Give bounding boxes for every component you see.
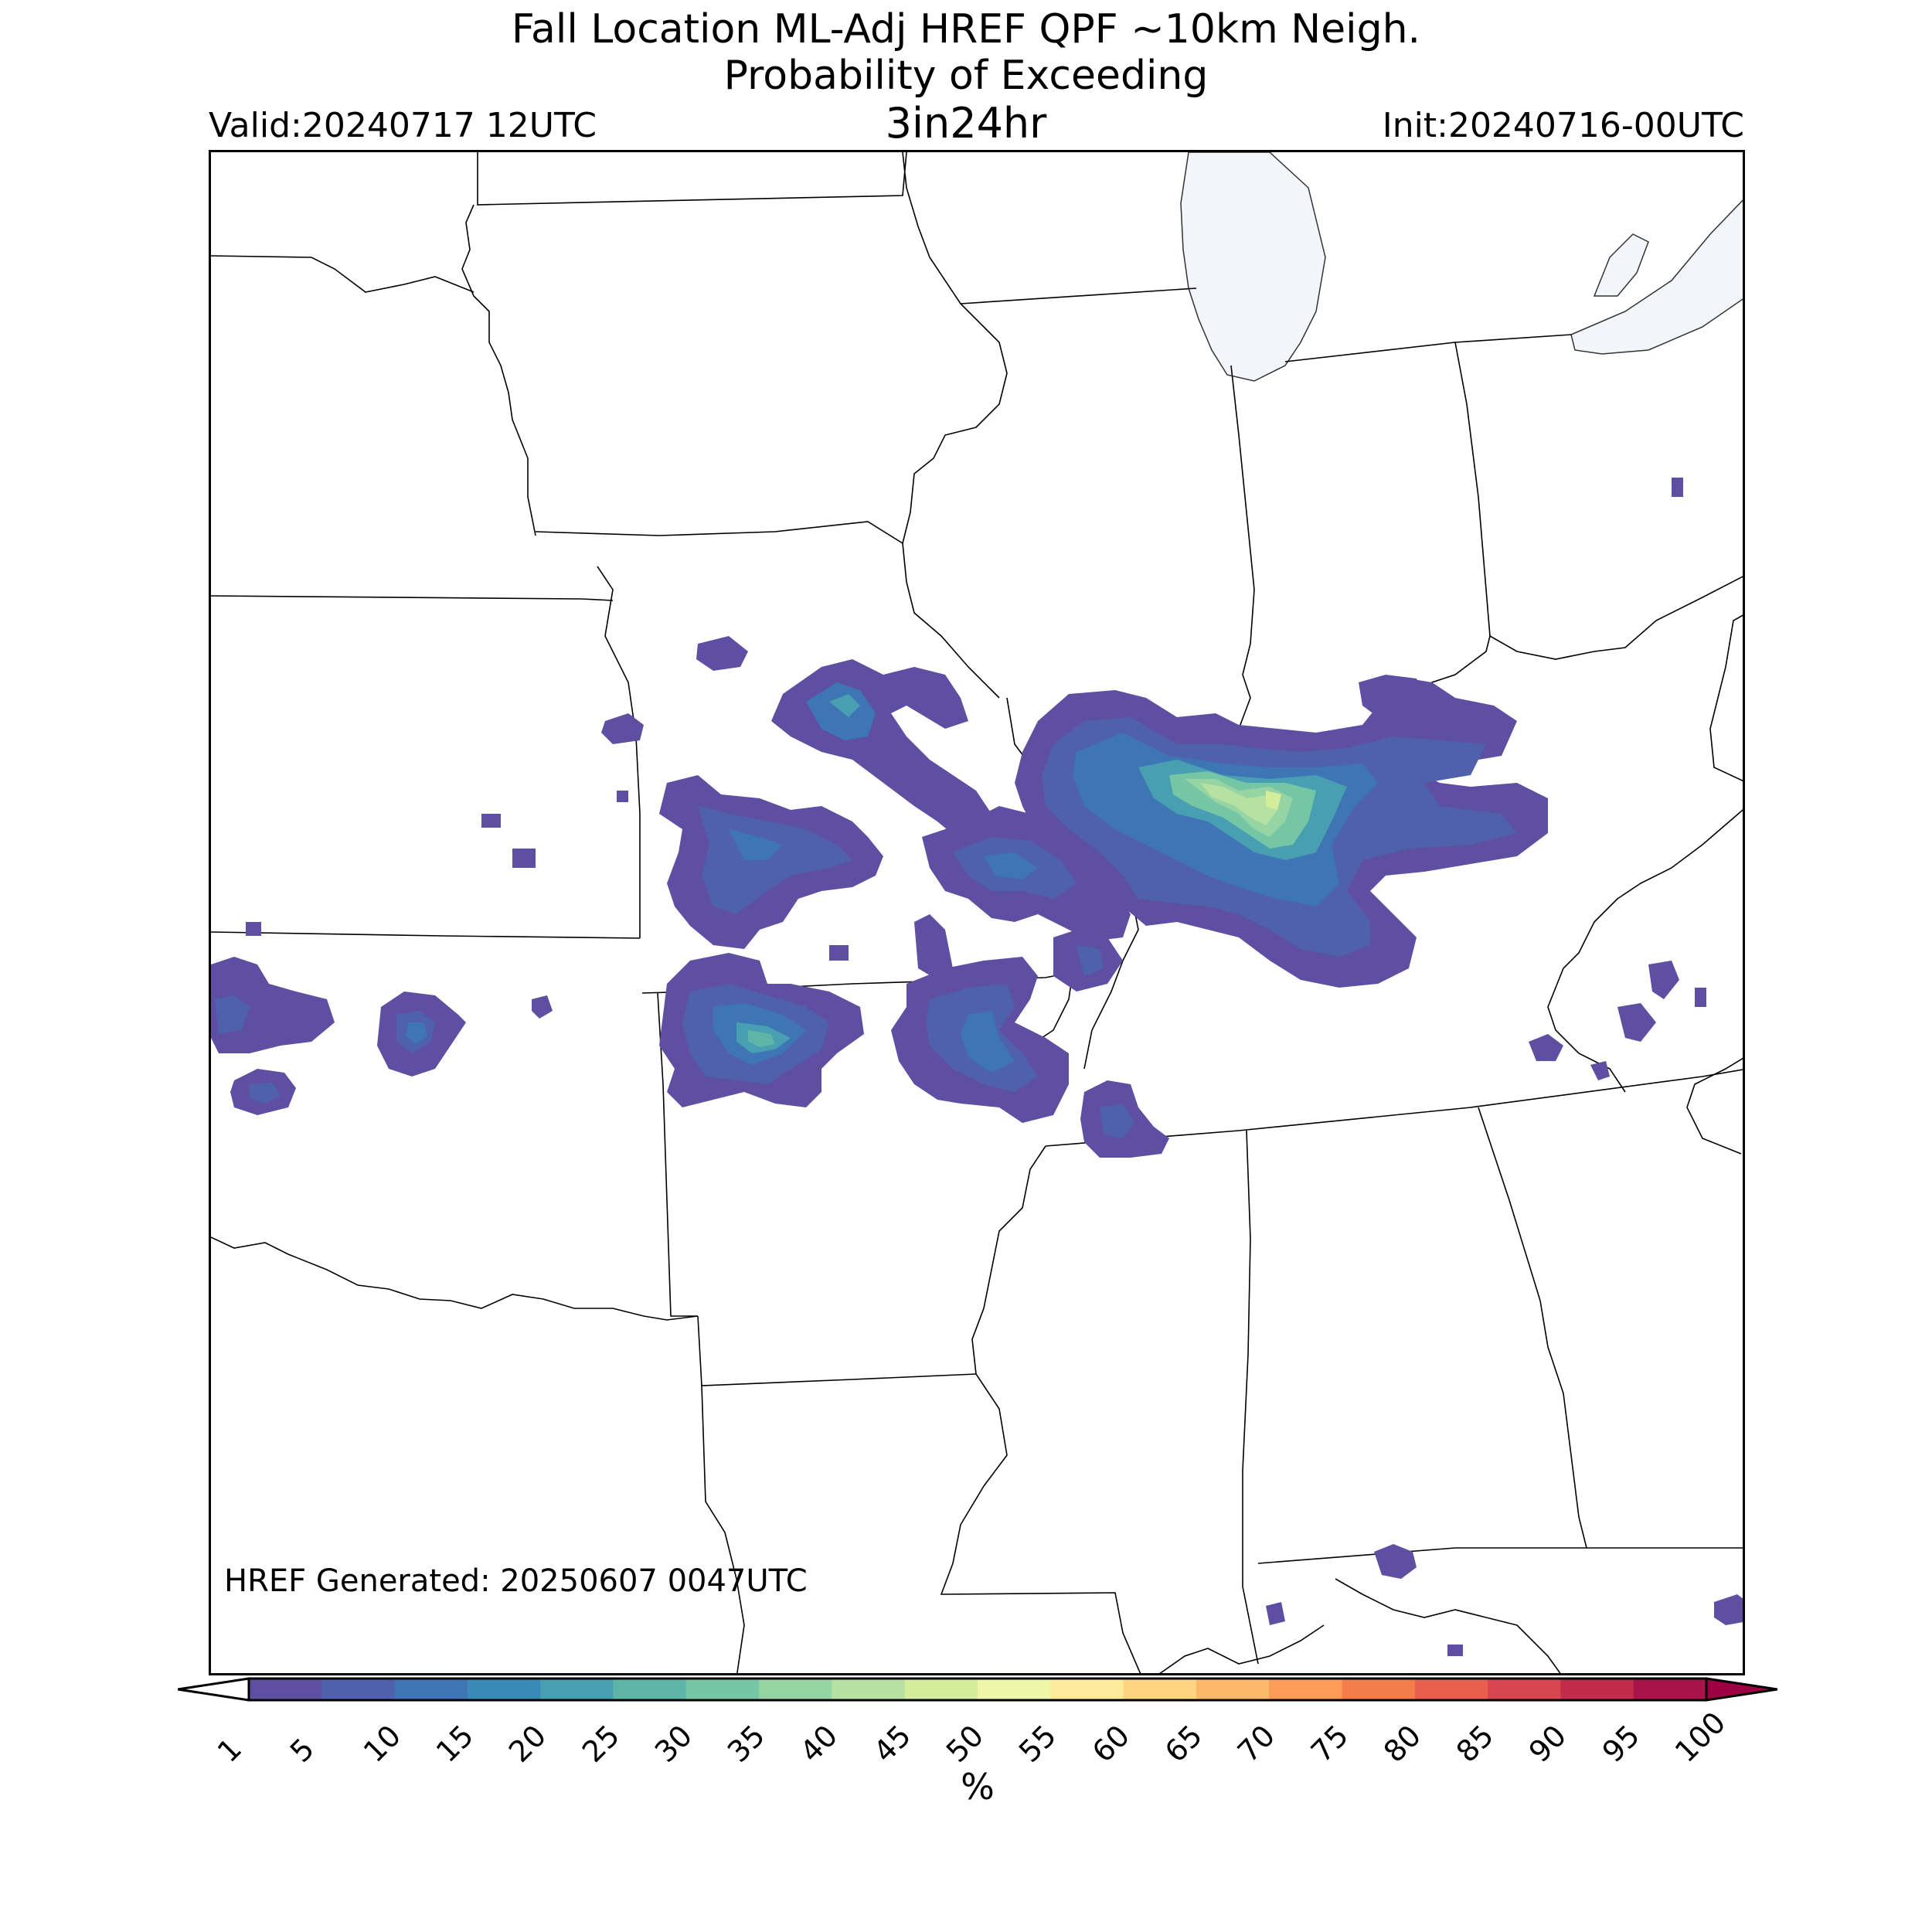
colorbar-tick-label: 5 xyxy=(284,1731,321,1769)
colorbar-tick-label: 80 xyxy=(1376,1718,1427,1769)
colorbar-segment xyxy=(1633,1679,1707,1700)
colorbar-segment xyxy=(904,1679,978,1700)
colorbar-tick-label: 60 xyxy=(1085,1718,1136,1769)
colorbar-under-arrow xyxy=(177,1677,250,1702)
lakes xyxy=(1180,152,1743,382)
colorbar-segment xyxy=(1123,1679,1197,1700)
colorbar-units-label: % xyxy=(961,1766,995,1808)
colorbar-tick-label: 100 xyxy=(1668,1705,1733,1769)
threshold-label: 3in24hr xyxy=(885,99,1047,148)
colorbar-tick-label: 75 xyxy=(1304,1718,1355,1769)
colorbar-tick-label: 50 xyxy=(939,1718,991,1769)
colorbar-tick-label: 20 xyxy=(502,1718,553,1769)
colorbar-segment xyxy=(613,1679,687,1700)
colorbar-segment xyxy=(1488,1679,1561,1700)
colorbar-segment xyxy=(759,1679,832,1700)
colorbar-segment xyxy=(1196,1679,1270,1700)
colorbar-tick-label: 95 xyxy=(1595,1718,1646,1769)
colorbar-segment xyxy=(1560,1679,1634,1700)
generated-timestamp: HREF Generated: 20250607 0047UTC xyxy=(224,1563,808,1599)
colorbar-outline xyxy=(247,1677,1708,1702)
colorbar-tick-label: 85 xyxy=(1449,1718,1501,1769)
colorbar-tick-label: 10 xyxy=(356,1718,407,1769)
lake-erie xyxy=(1570,199,1743,355)
chart-title: Fall Location ML-Adj HREF QPF ~10km Neig… xyxy=(511,6,1421,53)
colorbar-tick-label: 15 xyxy=(429,1718,481,1769)
colorbar-segment xyxy=(467,1679,541,1700)
colorbar-segment xyxy=(1050,1679,1124,1700)
colorbar-tick-label: 30 xyxy=(648,1718,699,1769)
probability-field xyxy=(211,478,1743,1656)
colorbar-segment xyxy=(1342,1679,1416,1700)
colorbar-segment xyxy=(249,1679,322,1700)
colorbar-segment xyxy=(832,1679,906,1700)
colorbar-segment xyxy=(1414,1679,1488,1700)
colorbar-tick-label: 70 xyxy=(1231,1718,1282,1769)
colorbar-tick-label: 1 xyxy=(210,1731,249,1769)
chart-subtitle: Probability of Exceeding xyxy=(723,53,1209,99)
colorbar-bar xyxy=(177,1677,1778,1702)
colorbar-tick-label: 90 xyxy=(1522,1718,1573,1769)
valid-time-label: Valid:20240717 12UTC xyxy=(209,106,597,145)
colorbar-segment xyxy=(321,1679,396,1700)
colorbar-tick-label: 45 xyxy=(866,1718,917,1769)
colorbar-over-arrow xyxy=(1705,1677,1778,1702)
lake-huron-bay xyxy=(1593,233,1649,297)
colorbar-tick-label: 65 xyxy=(1158,1718,1209,1769)
colorbar-tick-label: 25 xyxy=(575,1718,626,1769)
colorbar-tick-label: 40 xyxy=(794,1718,845,1769)
colorbar-segment xyxy=(685,1679,760,1700)
lake-michigan xyxy=(1180,152,1326,382)
colorbar-segment xyxy=(540,1679,614,1700)
map-canvas xyxy=(211,152,1743,1673)
colorbar-segment xyxy=(978,1679,1051,1700)
colorbar-segment xyxy=(394,1679,468,1700)
colorbar-tick-label: 35 xyxy=(720,1718,772,1769)
colorbar-segment xyxy=(1269,1679,1342,1700)
init-time-label: Init:20240716-00UTC xyxy=(1382,106,1744,145)
colorbar-tick-label: 55 xyxy=(1012,1718,1063,1769)
colorbar xyxy=(177,1674,1778,1708)
map-panel xyxy=(209,150,1745,1675)
state-borders xyxy=(211,152,1743,1673)
